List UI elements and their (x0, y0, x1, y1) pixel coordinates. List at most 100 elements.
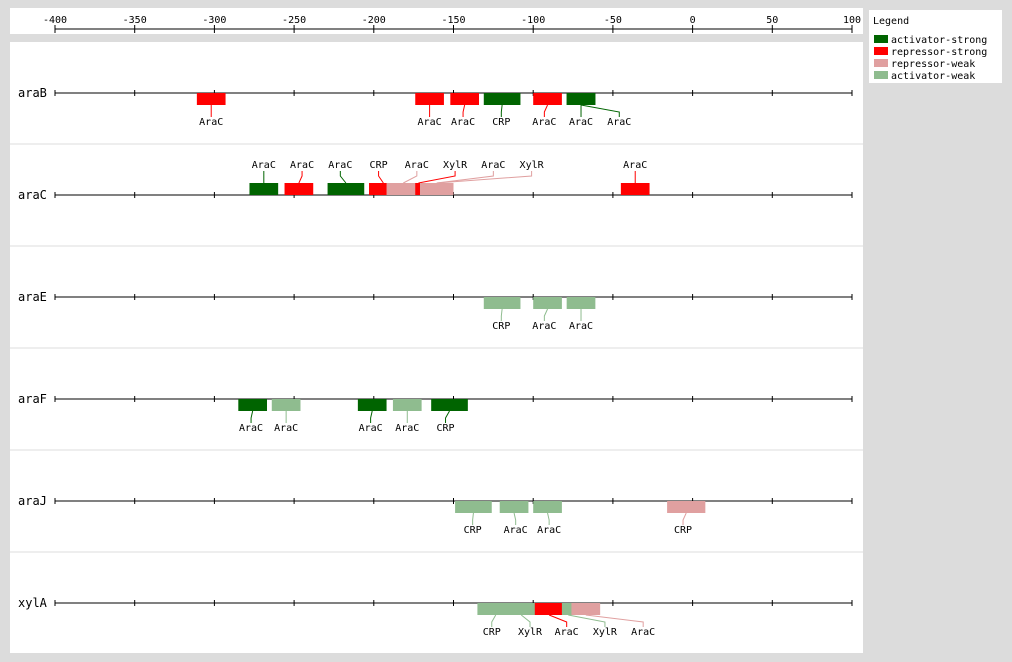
activator-strong-legend-label: activator-strong (891, 35, 987, 46)
binding-site (533, 93, 562, 105)
site-connector (513, 512, 517, 525)
binding-site (571, 603, 601, 615)
site-connector (370, 410, 373, 423)
gene-label: xylA (18, 596, 48, 610)
site-label: AraC (239, 423, 263, 434)
gene-track-xylA: xylA CRP XylR AraC XylR AraC (10, 551, 863, 638)
binding-site (249, 183, 279, 195)
axis-tick-label: 100 (843, 15, 861, 26)
site-label: AraC (532, 321, 556, 332)
position-axis: -400 -350 -300 -250 -200 -150 -100 -50 0 50 100 (43, 15, 861, 33)
site-label: AraC (290, 160, 314, 171)
gene-label: araJ (18, 494, 47, 508)
axis-tick-label: 0 (690, 15, 696, 26)
axis-tick-label: -400 (43, 15, 67, 26)
site-label: CRP (492, 321, 510, 332)
binding-site (415, 183, 422, 195)
axis-tick-label: -300 (202, 15, 226, 26)
gene-label: araC (18, 188, 47, 202)
binding-site (392, 399, 422, 411)
binding-site (483, 297, 521, 309)
site-connector (585, 614, 644, 627)
site-label: CRP (483, 627, 501, 638)
site-label: AraC (199, 117, 223, 128)
site-connector (520, 614, 531, 627)
site-connector (548, 614, 568, 627)
site-connector (568, 614, 606, 627)
site-label: AraC (532, 117, 556, 128)
site-label: AraC (504, 525, 528, 536)
binding-site (533, 297, 562, 309)
site-connector (339, 171, 347, 184)
gene-track-araJ: araJ CRP AraC AraC CRP (10, 449, 863, 536)
site-connector (472, 512, 474, 525)
gene-track-araB: araB AraC AraC AraC CRP AraC AraC AraC (18, 86, 853, 128)
axis-tick-label: 50 (766, 15, 778, 26)
binding-site (499, 501, 529, 513)
site-label: AraC (623, 160, 647, 171)
site-connector (418, 171, 456, 184)
site-connector (500, 104, 503, 117)
site-connector (378, 171, 384, 184)
site-connector (580, 104, 620, 117)
site-connector (403, 171, 418, 184)
activator-weak-legend-label: activator-weak (891, 71, 975, 82)
site-label: CRP (370, 160, 388, 171)
binding-site (357, 399, 387, 411)
repressor-weak-swatch (874, 59, 888, 67)
site-label: XylR (443, 160, 468, 171)
site-connector (491, 614, 497, 627)
legend-title: Legend (873, 16, 909, 27)
repressor-strong-legend-label: repressor-strong (891, 47, 987, 58)
axis-tick-label: -250 (282, 15, 306, 26)
site-label: XylR (518, 627, 543, 638)
binding-site (196, 93, 226, 105)
site-connector (445, 410, 450, 423)
site-label: AraC (359, 423, 383, 434)
axis-tick-label: -50 (604, 15, 622, 26)
site-label: AraC (569, 321, 593, 332)
site-connector (436, 171, 533, 184)
site-connector (250, 410, 254, 423)
site-label: AraC (555, 627, 579, 638)
binding-site (483, 93, 521, 105)
site-label: AraC (481, 160, 505, 171)
site-label: AraC (631, 627, 655, 638)
site-label: AraC (451, 117, 475, 128)
binding-site (667, 501, 706, 513)
activator-strong-swatch (874, 35, 888, 43)
site-label: CRP (464, 525, 482, 536)
axis-tick-label: -100 (521, 15, 545, 26)
binding-site (506, 603, 537, 615)
axis-panel (10, 8, 863, 34)
binding-site (534, 603, 564, 615)
binding-site (327, 183, 365, 195)
site-connector (547, 512, 550, 525)
site-label: AraC (607, 117, 631, 128)
axis-tick-label: -350 (123, 15, 147, 26)
binding-site (284, 183, 314, 195)
binding-site (455, 501, 492, 513)
site-label: AraC (328, 160, 352, 171)
activator-weak-swatch (874, 71, 888, 79)
legend-items: activator-strongrepressor-strongrepresso… (874, 35, 987, 82)
site-connector (462, 104, 466, 117)
site-label: AraC (395, 423, 419, 434)
binding-site (420, 183, 454, 195)
site-connector (682, 512, 687, 525)
binding-site (238, 399, 268, 411)
site-connector (298, 171, 303, 184)
binding-site (533, 501, 562, 513)
site-label: XylR (520, 160, 545, 171)
binding-site (431, 399, 468, 411)
site-label: AraC (537, 525, 561, 536)
gene-track-araF: araF AraC AraC AraC AraC CRP (10, 347, 863, 434)
repressor-strong-swatch (874, 47, 888, 55)
site-connector (436, 171, 494, 184)
gene-label: araE (18, 290, 47, 304)
site-connector (500, 308, 503, 321)
site-label: AraC (418, 117, 442, 128)
axis-tick-label: -150 (441, 15, 465, 26)
site-label: AraC (274, 423, 298, 434)
